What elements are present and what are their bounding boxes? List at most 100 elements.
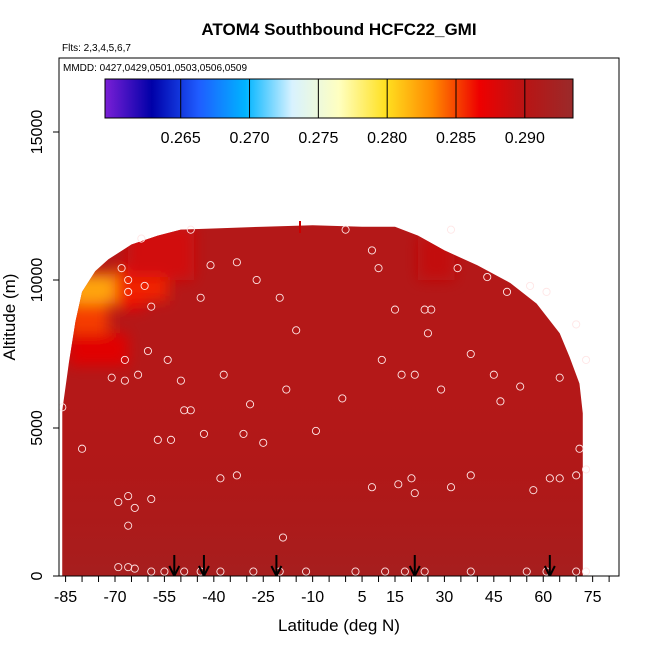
dates-subtitle: MMDD: 0427,0429,0501,0503,0506,0509: [63, 63, 247, 74]
observation-point: [124, 492, 133, 501]
observation-point: [186, 406, 195, 415]
observation-point: [216, 567, 225, 576]
observation-point: [160, 567, 169, 576]
takeoff-arrow-head: [408, 565, 421, 576]
takeoff-arrow-head: [198, 565, 210, 576]
plot-frame: [58, 57, 620, 577]
colorbar: 0.265 0.270 0.275 0.280 0.285 0.290: [104, 78, 574, 147]
legend-box-background: [60, 59, 66, 60]
observation-point: [489, 370, 498, 379]
observation-point: [59, 403, 67, 412]
observation-point: [374, 264, 383, 273]
observation-point: [351, 567, 360, 576]
y-tick-label: 5000: [29, 410, 46, 446]
observation-point: [496, 397, 505, 406]
y-tick-label: 0: [29, 571, 46, 580]
field-patch: [128, 226, 195, 280]
observation-point: [437, 385, 446, 394]
observation-point: [153, 435, 162, 444]
observation-point: [130, 503, 139, 512]
observation-point: [572, 567, 581, 576]
observation-point: [410, 489, 419, 498]
observation-point: [120, 355, 129, 364]
observation-point: [397, 370, 406, 379]
observation-point: [420, 305, 429, 314]
observation-point: [252, 275, 261, 285]
observation-point: [278, 533, 288, 542]
observation-point: [124, 521, 133, 530]
field-patch: [68, 333, 129, 366]
observation-point: [147, 494, 156, 504]
observation-point: [582, 567, 591, 576]
observation-point: [302, 567, 311, 576]
observation-point: [166, 435, 176, 444]
observation-point: [338, 394, 347, 403]
observation-point: [282, 385, 291, 394]
y-tick-label: 15000: [29, 110, 46, 155]
field-patch: [65, 303, 109, 334]
observation-point: [259, 438, 268, 447]
observation-point: [341, 225, 350, 234]
observation-point: [381, 567, 390, 576]
observation-point: [400, 567, 409, 576]
colorbar-tick-label: 0.265: [161, 130, 201, 147]
observation-point: [219, 370, 228, 379]
observation-point: [114, 497, 123, 507]
takeoff-arrow-head: [543, 565, 556, 576]
observation-point: [453, 264, 462, 273]
y-tick-label: 10000: [29, 258, 46, 303]
x-tick-label: 75: [584, 589, 602, 606]
observation-point: [542, 287, 551, 296]
observation-point: [143, 346, 152, 356]
observation-point: [120, 376, 129, 385]
observation-point: [206, 261, 215, 270]
observation-point: [199, 429, 208, 438]
x-tick-label: 60: [534, 589, 552, 606]
colorbar-tick-label: 0.280: [367, 130, 407, 147]
field-patch: [115, 277, 168, 301]
observation-point: [502, 287, 512, 296]
observation-point: [130, 564, 139, 573]
x-tick-label: -10: [301, 589, 324, 606]
flights-subtitle: Flts: 2,3,4,5,6,7: [62, 43, 131, 54]
observation-point: [246, 400, 255, 409]
observation-point: [522, 567, 531, 576]
observation-point: [176, 376, 185, 385]
observation-point: [420, 567, 429, 576]
observation-point: [410, 370, 419, 379]
observation-point: [483, 272, 492, 282]
observation-point: [216, 474, 225, 483]
x-tick-label: -40: [202, 589, 225, 606]
observation-point: [232, 471, 241, 480]
x-tick-label: 15: [386, 589, 404, 606]
observation-point: [134, 370, 143, 379]
field-patch: [68, 274, 119, 304]
observation-point: [582, 355, 591, 364]
observation-point: [466, 567, 475, 576]
colorbar-ticks: 0.265 0.270 0.275 0.280 0.285 0.290: [161, 79, 545, 147]
x-tick-label: 5: [358, 589, 367, 606]
observation-point: [394, 480, 403, 489]
observation-point: [407, 474, 416, 483]
observation-point: [529, 486, 538, 495]
observation-point: [147, 302, 156, 311]
takeoff-arrow-head: [168, 565, 181, 576]
observation-point: [117, 264, 126, 273]
observation-point: [555, 474, 564, 483]
x-tick-label: -70: [103, 589, 126, 606]
observation-point: [163, 355, 172, 364]
observation-point: [180, 406, 189, 415]
ground-shading: [62, 380, 583, 576]
observation-point: [423, 329, 432, 338]
observation-point: [572, 471, 581, 480]
observation-point: [390, 305, 400, 314]
x-axis: -85 -70 -55 -40 -25 -10 5 15 30 45 60 75: [54, 576, 610, 606]
observation-point: [124, 287, 133, 296]
field-patch: [418, 235, 455, 280]
observation-point: [466, 349, 475, 359]
observation-point: [555, 373, 564, 382]
observation-point: [367, 483, 376, 492]
observation-point: [232, 258, 241, 267]
colorbar-gradient: [104, 78, 574, 119]
